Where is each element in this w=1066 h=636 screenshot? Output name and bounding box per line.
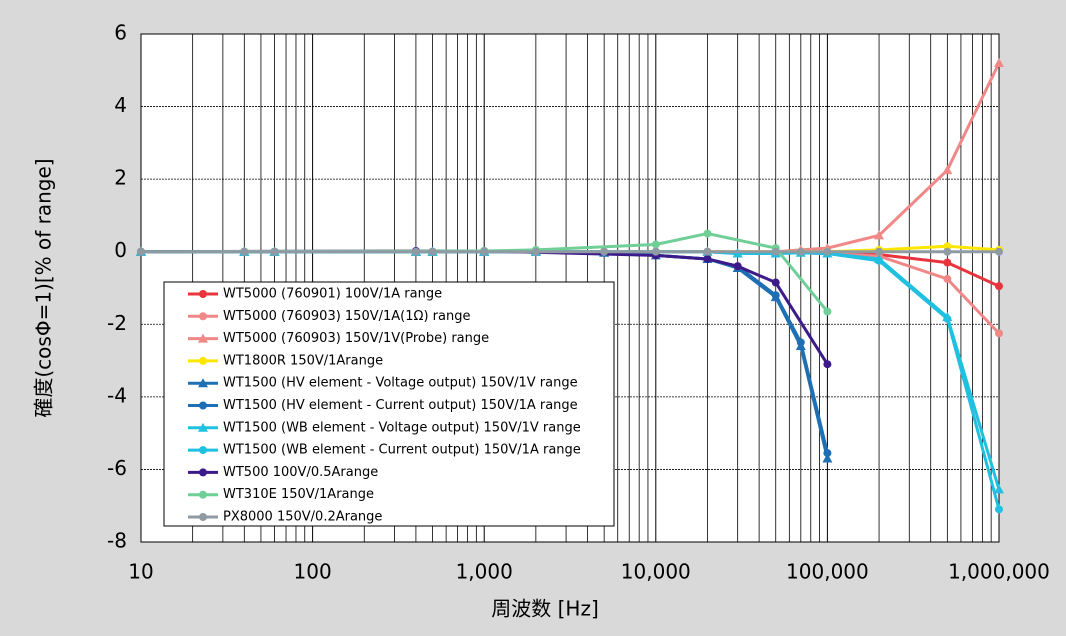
legend-marker	[199, 356, 207, 365]
legend-marker	[199, 446, 207, 455]
legend-label: WT1500 (WB element - Voltage output) 150…	[223, 420, 581, 435]
data-point	[943, 258, 952, 267]
legend-label: WT5000 (760901) 100V/1A range	[223, 287, 442, 302]
data-point	[874, 230, 885, 240]
legend: WT5000 (760901) 100V/1A range WT5000 (760…	[163, 281, 615, 527]
data-point	[531, 247, 540, 256]
data-point	[703, 229, 712, 238]
data-point	[651, 247, 660, 256]
data-point	[270, 247, 279, 256]
data-point	[771, 291, 780, 300]
data-point	[942, 165, 953, 175]
y-tick-label: -4	[107, 383, 127, 407]
y-tick-label: -2	[107, 311, 127, 335]
data-point	[137, 247, 145, 256]
data-point	[771, 278, 780, 287]
data-point	[796, 247, 805, 256]
x-axis-label: 周波数 [Hz]	[491, 597, 599, 621]
x-tick-label: 10	[128, 560, 153, 584]
data-point	[411, 247, 420, 256]
legend-marker	[198, 378, 208, 388]
x-tick-label: 10,000	[621, 560, 691, 584]
legend-marker	[199, 290, 207, 298]
data-point	[823, 247, 832, 256]
data-point	[428, 247, 437, 256]
data-point	[480, 247, 489, 256]
legend-marker	[199, 401, 207, 410]
y-tick-label: -8	[107, 529, 127, 553]
data-point	[703, 254, 712, 263]
legend-marker	[199, 490, 207, 499]
legend-label: WT1500 (HV element - Voltage output) 150…	[223, 376, 578, 391]
y-tick-label: 2	[114, 166, 127, 190]
data-point	[240, 247, 249, 256]
data-point	[875, 256, 884, 265]
legend-label: WT1500 (HV element - Current output) 150…	[223, 398, 578, 413]
data-point	[733, 262, 742, 271]
legend-label: WT310E 150V/1Arange	[223, 487, 374, 502]
data-point	[651, 240, 660, 249]
y-tick-label: -6	[107, 456, 127, 480]
y-axis-label: 確度(cosΦ=1)[% of range]	[32, 158, 56, 417]
data-point	[771, 247, 780, 256]
x-tick-label: 100	[294, 560, 332, 584]
legend-label: WT1500 (WB element - Current output) 150…	[223, 443, 581, 458]
legend-marker	[199, 312, 207, 321]
legend-label: WT1800R 150V/1Arange	[223, 353, 383, 368]
data-point	[994, 58, 1004, 68]
legend-label: WT500 100V/0.5Arange	[223, 465, 378, 480]
y-tick-label: 0	[114, 238, 127, 262]
data-point	[823, 307, 832, 316]
legend-label: PX8000 150V/0.2Arange	[223, 510, 382, 525]
x-tick-label: 100,000	[786, 560, 869, 584]
legend-label: WT5000 (760903) 150V/1A(1Ω) range	[223, 309, 470, 324]
y-tick-label: 4	[114, 93, 127, 117]
data-point	[995, 329, 1003, 338]
x-tick-label: 1,000,000	[948, 560, 1050, 584]
data-point	[796, 338, 805, 347]
data-point	[943, 274, 952, 283]
data-point	[823, 449, 832, 458]
data-point	[995, 282, 1003, 291]
data-point	[995, 247, 1003, 256]
x-tick-label: 1,000	[456, 560, 513, 584]
legend-marker	[198, 422, 208, 432]
data-point	[600, 247, 609, 256]
legend-box	[163, 281, 615, 527]
data-point	[994, 484, 1004, 494]
legend-marker	[198, 333, 208, 343]
data-point	[823, 360, 832, 369]
data-point	[943, 314, 952, 323]
legend-marker	[199, 468, 207, 477]
y-tick-label: 6	[114, 21, 127, 45]
data-point	[703, 247, 712, 256]
data-point	[875, 247, 884, 256]
data-point	[822, 453, 833, 463]
legend-label: WT5000 (760903) 150V/1V(Probe) range	[223, 331, 489, 346]
data-point	[995, 505, 1003, 514]
data-point	[943, 247, 952, 256]
legend-marker	[199, 513, 207, 521]
